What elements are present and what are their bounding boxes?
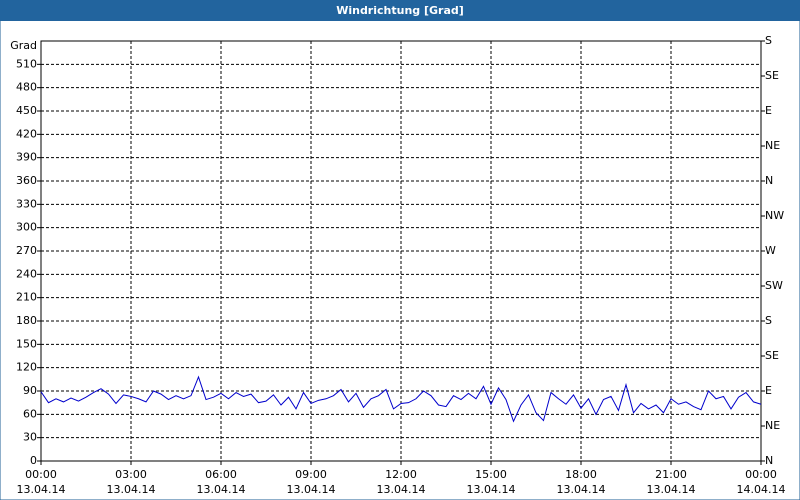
x-tick-label: 03:00 xyxy=(115,468,147,481)
y-tick-label: 300 xyxy=(16,221,37,234)
x-tick-label: 21:00 xyxy=(655,468,687,481)
y2-tick-label: SE xyxy=(765,69,779,82)
y2-tick-label: S xyxy=(765,314,772,327)
y-tick-label: 120 xyxy=(16,361,37,374)
y-tick-label: 150 xyxy=(16,337,37,350)
y-tick-label: 270 xyxy=(16,244,37,257)
y-tick-label: 450 xyxy=(16,104,37,117)
y2-tick-label: NW xyxy=(765,209,784,222)
y-tick-label: 0 xyxy=(30,454,37,467)
y-tick-label: 510 xyxy=(16,57,37,70)
y-axis-label: Grad xyxy=(10,39,37,52)
y-tick-label: 210 xyxy=(16,291,37,304)
y2-tick-label: SE xyxy=(765,349,779,362)
x-tick-date: 13.04.14 xyxy=(17,483,66,496)
x-tick-date: 13.04.14 xyxy=(647,483,696,496)
y-tick-label: 180 xyxy=(16,314,37,327)
data-line xyxy=(40,375,762,423)
y2-tick-label: SW xyxy=(765,279,783,292)
y2-tick-label: NE xyxy=(765,419,780,432)
x-tick-date: 13.04.14 xyxy=(107,483,156,496)
y-tick-label: 390 xyxy=(16,151,37,164)
y2-tick-label: S xyxy=(765,34,772,47)
x-tick-label: 15:00 xyxy=(475,468,507,481)
x-tick-label: 12:00 xyxy=(385,468,417,481)
x-tick-label: 18:00 xyxy=(565,468,597,481)
y-tick-label: 420 xyxy=(16,127,37,140)
x-tick-date: 13.04.14 xyxy=(287,483,336,496)
y-tick-label: 480 xyxy=(16,81,37,94)
x-tick-date: 13.04.14 xyxy=(557,483,606,496)
y-tick-label: 60 xyxy=(23,407,37,420)
y2-tick-label: N xyxy=(765,174,773,187)
x-tick-date: 13.04.14 xyxy=(197,483,246,496)
x-tick-date: 13.04.14 xyxy=(377,483,426,496)
y-tick-label: 90 xyxy=(23,384,37,397)
x-tick-date: 13.04.14 xyxy=(467,483,516,496)
plot-frame xyxy=(40,40,762,462)
x-tick-label: 00:00 xyxy=(745,468,777,481)
y-tick-label: 240 xyxy=(16,267,37,280)
x-tick-label: 06:00 xyxy=(205,468,237,481)
y-tick-label: 30 xyxy=(23,431,37,444)
chart-title: Windrichtung [Grad] xyxy=(336,4,464,17)
y2-tick-label: E xyxy=(765,384,772,397)
header-bar xyxy=(0,0,800,21)
y-tick-label: 330 xyxy=(16,197,37,210)
x-tick-label: 09:00 xyxy=(295,468,327,481)
x-tick-label: 00:00 xyxy=(25,468,57,481)
y2-tick-label: NE xyxy=(765,139,780,152)
y2-tick-label: E xyxy=(765,104,772,117)
y2-tick-label: N xyxy=(765,454,773,467)
y2-tick-label: W xyxy=(765,244,776,257)
x-tick-date: 14.04.14 xyxy=(737,483,786,496)
y-tick-label: 360 xyxy=(16,174,37,187)
